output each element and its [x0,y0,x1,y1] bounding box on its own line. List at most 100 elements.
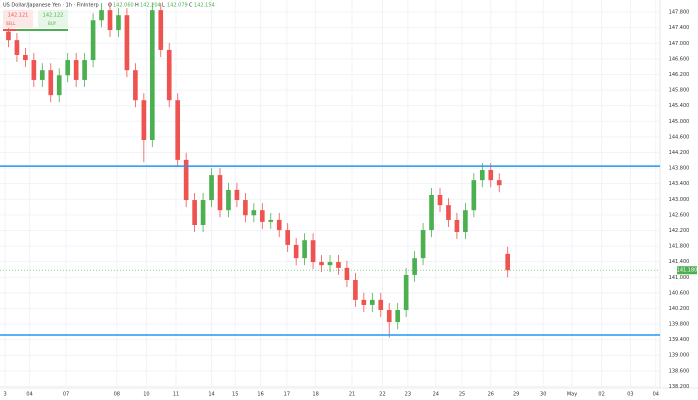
ohlc-value: 142.204 [140,3,161,9]
candle-body [378,299,384,311]
candle-body [496,180,502,186]
candle-body [39,70,45,80]
candle-body [175,100,181,160]
x-tick-label: 25 [459,392,465,398]
candle-body [107,10,113,31]
candle-body [133,70,138,101]
candle-body [361,299,367,305]
candle-body [302,240,307,259]
x-tick-label: 22 [379,392,385,398]
y-tick-label: 139.800 [669,322,690,328]
y-tick-label: 138.600 [669,368,690,374]
candle-body [395,310,401,323]
candle-body [6,31,11,41]
candle-body [293,244,299,259]
x-tick-label: 24 [433,392,439,398]
price-tag-bg [677,266,697,275]
x-tick-label: 04 [26,392,32,398]
candle-body [56,75,62,96]
y-tick-label: 139.400 [669,337,690,343]
candle-body [259,210,265,222]
ohlc-label: O [108,3,112,9]
candle-body [353,279,358,300]
y-tick-label: 141.400 [669,259,690,265]
y-tick-label: 139.000 [669,353,690,359]
candle-body [90,20,96,61]
candle-body [336,262,341,268]
x-tick-label: May [567,392,577,398]
candle-body [319,262,324,266]
candle-body [268,219,274,222]
candle-body [310,240,316,263]
x-tick-label: 14 [208,392,214,398]
candle-body [505,253,511,271]
y-tick-label: 145.800 [669,88,690,94]
candle-body [209,175,214,201]
candle-body [446,205,451,220]
candle-body [369,299,375,305]
candle-body [217,175,223,211]
candle-body [234,189,240,201]
candle-body [200,200,206,226]
buy-button[interactable] [38,10,68,28]
x-tick-label: 07 [63,392,69,398]
sell-bar [3,29,17,31]
x-tick-label: 08 [114,392,120,398]
y-tick-label: 146.200 [669,72,690,78]
sell-button[interactable] [3,10,33,28]
candle-body [14,40,20,55]
x-tick-label: 16 [257,392,263,398]
y-tick-label: 146.600 [669,56,690,62]
x-tick-label: 03 [627,392,633,398]
candle-body [471,180,477,211]
price-tag: 141.180 [677,268,698,274]
candle-body [454,219,460,233]
x-tick-label: 02 [598,392,604,398]
candle-body [166,49,172,101]
x-tick-label: 17 [284,392,290,398]
x-tick-label: 26 [488,392,494,398]
candle-body [386,310,392,323]
y-tick-label: 144.600 [669,134,690,140]
candle-body [73,60,79,80]
candle-body [488,170,494,181]
y-tick-label: 145.400 [669,103,690,109]
candle-body [158,10,164,50]
y-tick-label: 147.800 [669,10,690,16]
x-tick-label: 10 [143,392,149,398]
candle-body [116,15,121,31]
candle-body [99,10,104,21]
x-tick-label: 11 [173,392,179,398]
ohlc-value: 142.079 [167,3,188,9]
y-tick-label: 143.400 [669,181,690,187]
x-tick-label: 21 [349,392,355,398]
candle-body [149,10,155,140]
y-tick-label: 147.400 [669,25,690,31]
x-tick-label: 30 [540,392,546,398]
candle-body [251,210,257,216]
candle-body [276,219,282,231]
ohlc-label: L [162,3,165,9]
ohlc-value: 142.060 [113,3,134,9]
x-tick-label: 3 [3,392,6,398]
candle-body [285,230,291,245]
candle-body [429,194,434,231]
buy-label: BUY [48,21,57,26]
y-tick-label: 143.000 [669,197,690,203]
y-tick-label: 142.600 [669,212,690,218]
candle-body [344,267,350,280]
buy-bar [17,29,68,31]
candle-body [82,60,87,80]
candle-body [479,170,485,181]
x-tick-label: 23 [405,392,411,398]
y-tick-label: 145.000 [669,119,690,125]
y-tick-label: 141.000 [669,275,690,281]
candle-body [243,200,248,216]
ohlc-label: H [135,3,139,9]
candle-body [183,159,189,201]
candle-body [141,100,147,140]
candle-body [226,189,231,211]
ohlc-value: 142.154 [194,3,215,9]
ohlc-label: C [189,3,193,9]
candle-body [23,54,28,61]
